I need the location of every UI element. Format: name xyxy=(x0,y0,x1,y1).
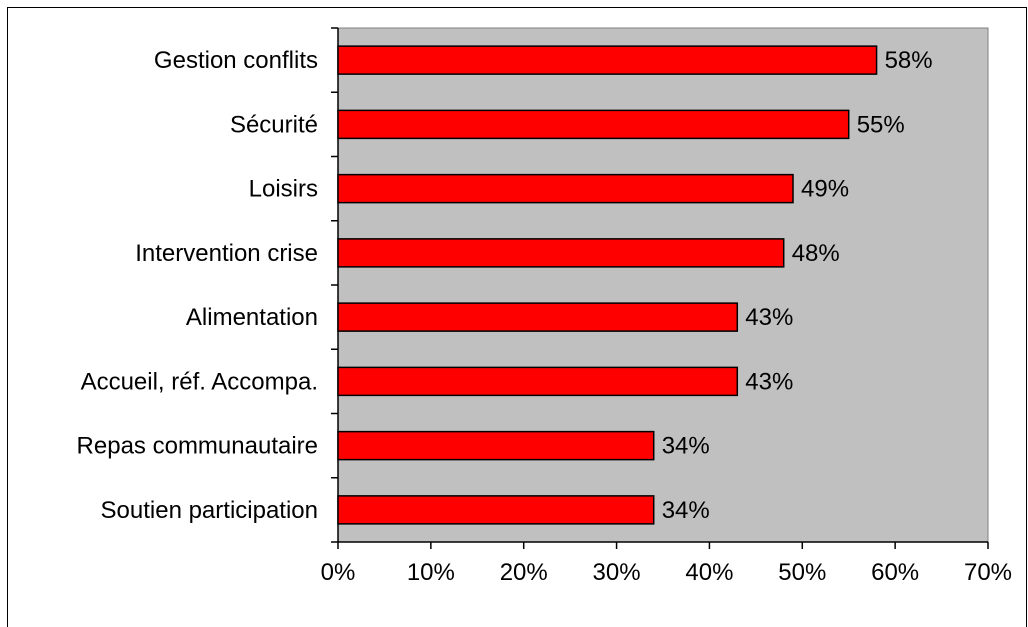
data-label: 34% xyxy=(662,497,710,524)
bar xyxy=(337,302,739,332)
bar xyxy=(337,495,655,525)
bar xyxy=(337,173,794,204)
x-tick-label: 10% xyxy=(407,559,455,586)
category-label: Repas communautaire xyxy=(77,433,318,460)
data-label: 58% xyxy=(885,47,933,74)
data-label: 43% xyxy=(745,304,793,331)
data-label: 43% xyxy=(745,368,793,395)
x-tick-label: 0% xyxy=(321,559,356,586)
bar xyxy=(337,109,850,140)
x-tick-label: 70% xyxy=(964,559,1012,586)
category-label: Alimentation xyxy=(186,304,318,331)
data-label: 48% xyxy=(792,240,840,267)
category-label: Intervention crise xyxy=(135,240,318,267)
x-tick-label: 20% xyxy=(500,559,548,586)
x-tick-label: 30% xyxy=(593,559,641,586)
data-label: 49% xyxy=(801,176,849,203)
data-label: 34% xyxy=(662,433,710,460)
chart-frame xyxy=(7,7,1027,627)
data-label: 55% xyxy=(857,111,905,138)
category-label: Loisirs xyxy=(249,176,318,203)
plot-area xyxy=(337,27,989,543)
bar xyxy=(337,45,878,75)
bar xyxy=(337,430,655,461)
x-tick-label: 50% xyxy=(778,559,826,586)
category-labels: Gestion conflits Sécurité Loisirs Intervent… xyxy=(77,47,318,524)
category-label: Gestion conflits xyxy=(154,47,318,74)
bar xyxy=(337,366,739,397)
bar xyxy=(337,238,785,268)
x-tick-label: 40% xyxy=(685,559,733,586)
category-label: Soutien participation xyxy=(101,497,318,524)
y-axis-ticks xyxy=(331,27,338,543)
category-label: Sécurité xyxy=(230,111,318,138)
data-labels: 58% 55% 49% 48% 43% 43% 34% 34% xyxy=(662,47,933,524)
x-axis-ticks: 0% 10% 20% 30% 40% 50% 60% 70% xyxy=(321,542,1012,586)
bars-group xyxy=(337,45,878,525)
x-tick-label: 60% xyxy=(871,559,919,586)
category-label: Accueil, réf. Accompa. xyxy=(81,368,318,395)
